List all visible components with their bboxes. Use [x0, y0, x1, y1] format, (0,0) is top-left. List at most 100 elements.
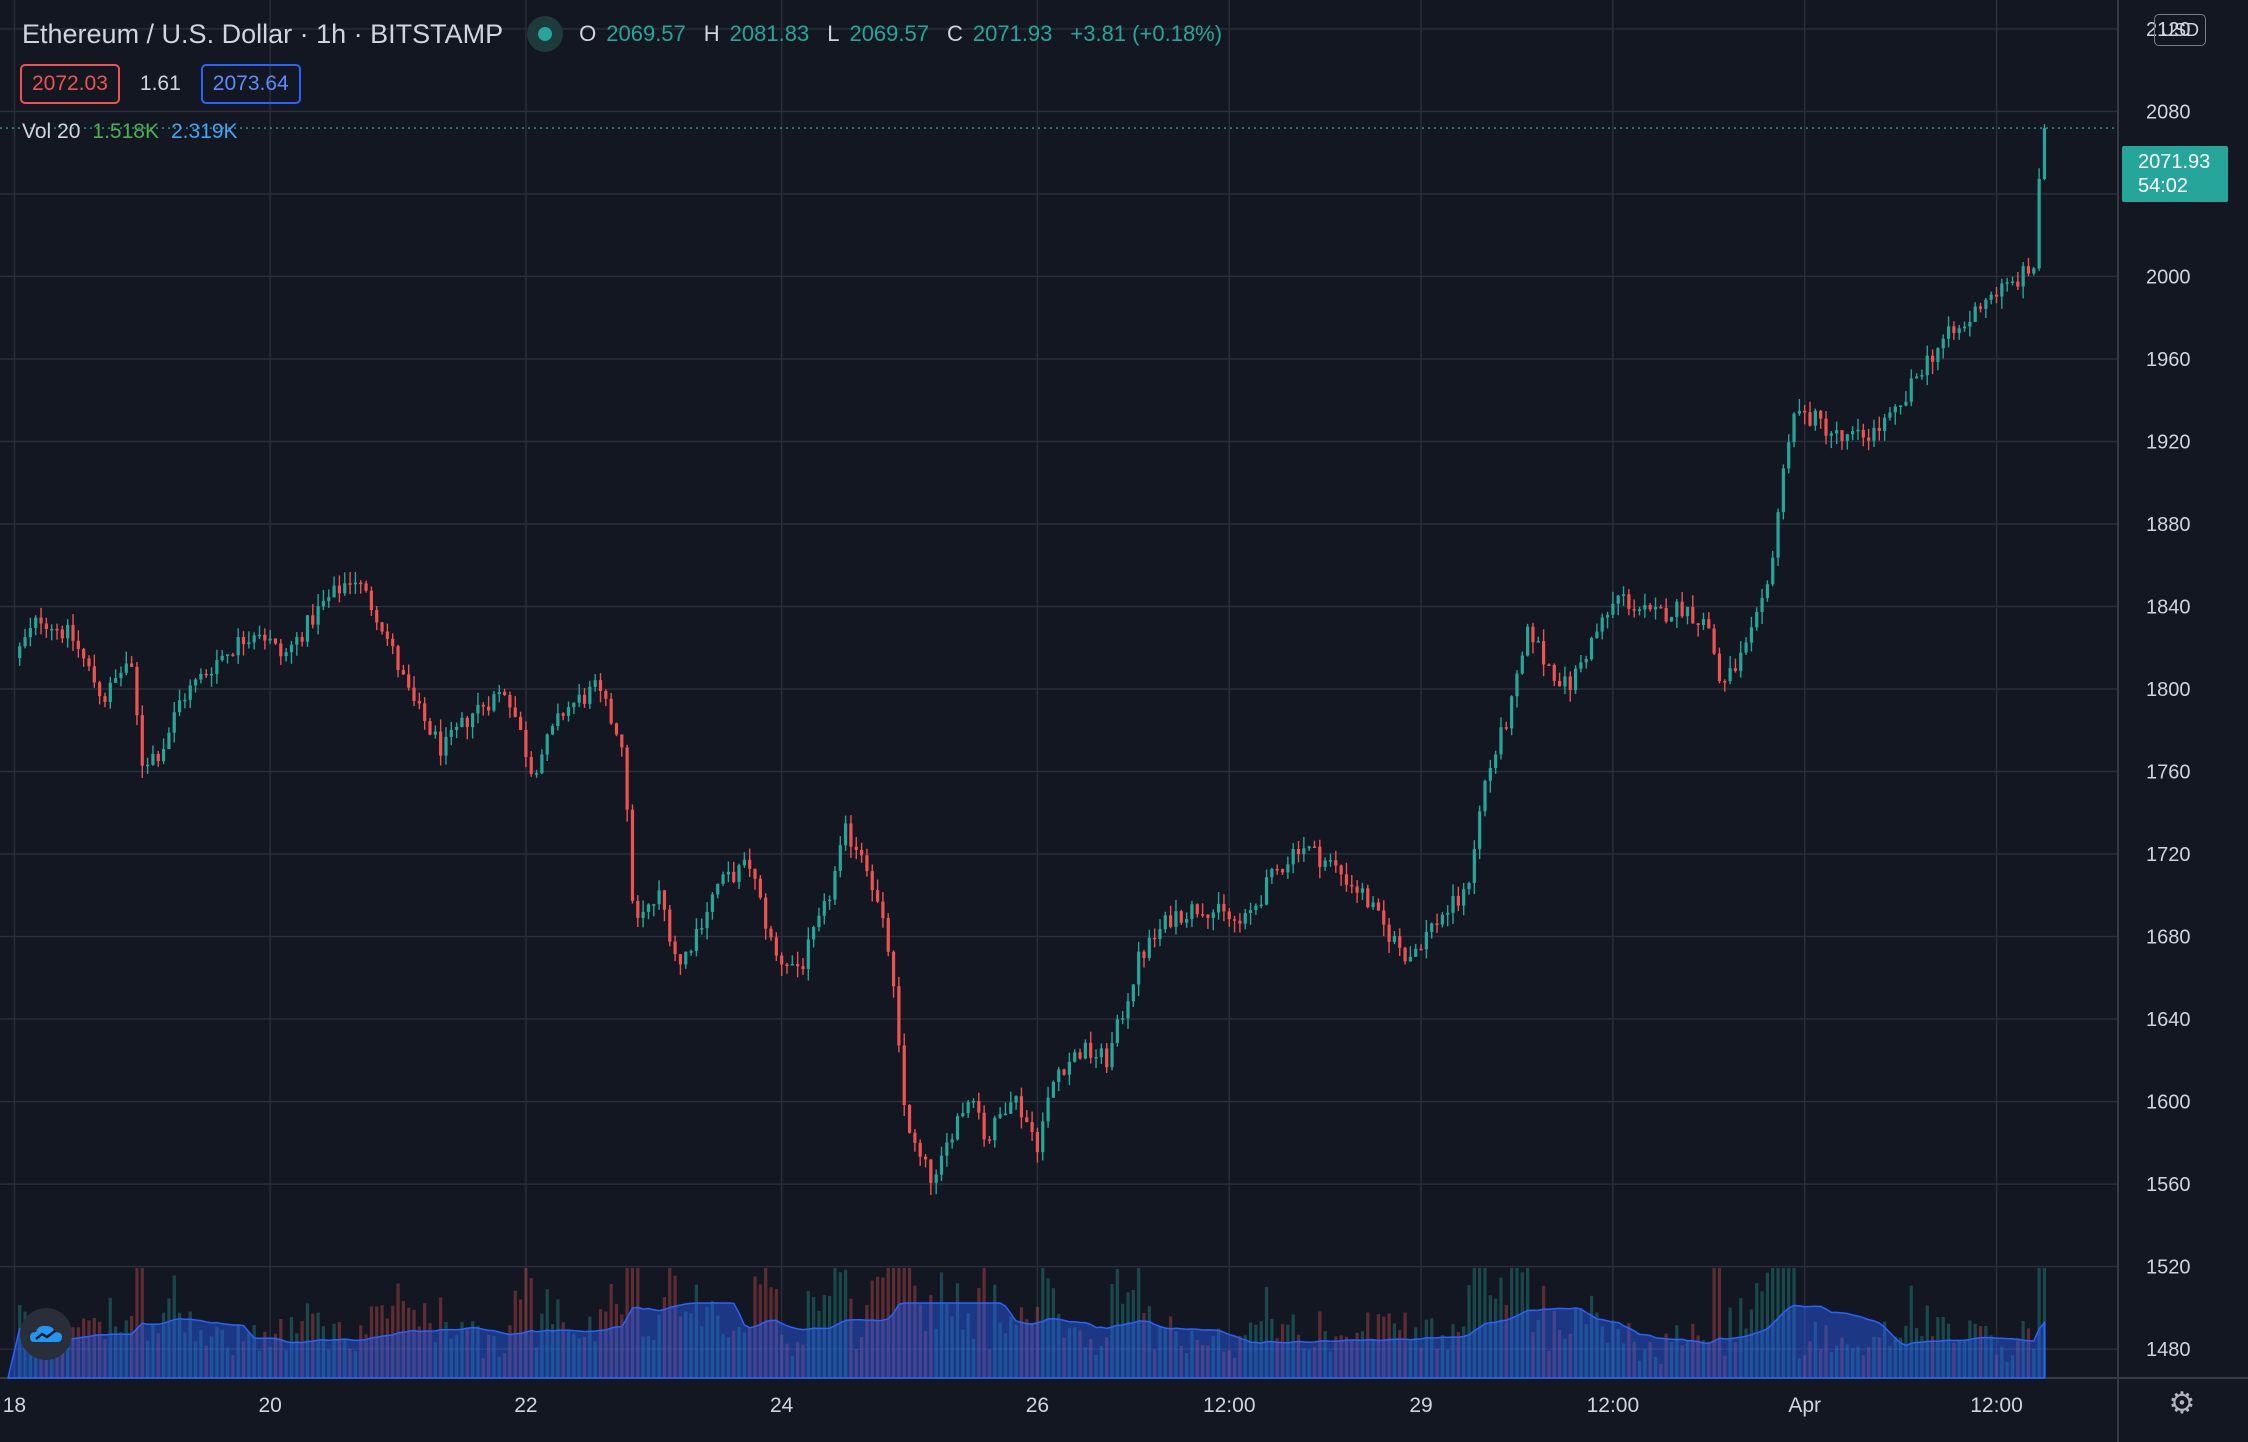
volume-bar	[1984, 1326, 1988, 1378]
gear-icon[interactable]: ⚙	[2168, 1387, 2196, 1420]
volume-bar	[732, 1330, 736, 1378]
candle-body	[76, 640, 80, 650]
candle-body	[172, 712, 176, 733]
volume-bar	[1914, 1328, 1919, 1378]
volume-bar	[497, 1356, 501, 1378]
candle-body	[1914, 376, 1919, 379]
volume-bar	[1845, 1344, 1849, 1378]
candle-body	[1835, 430, 1839, 434]
candle-body	[1621, 594, 1626, 596]
price-tick-label: 1960	[2146, 349, 2191, 371]
volume-bar	[1163, 1327, 1167, 1378]
volume-bar	[625, 1268, 629, 1378]
volume-bar	[636, 1268, 640, 1378]
volume-bar	[609, 1283, 613, 1378]
volume-bar	[1893, 1336, 1897, 1378]
candle-body	[758, 878, 762, 898]
volume-bar	[923, 1331, 928, 1378]
buy-button[interactable]: 2073.64	[200, 64, 301, 104]
volume-bar	[902, 1268, 906, 1378]
volume-bar	[534, 1347, 539, 1378]
volume-bar	[961, 1329, 965, 1378]
volume-bar	[1723, 1355, 1727, 1378]
candle-body	[545, 734, 549, 755]
volume-bar	[854, 1348, 858, 1378]
candle-body	[1318, 846, 1322, 867]
candle-body	[1419, 948, 1423, 951]
volume-bar	[630, 1268, 635, 1378]
candle-body	[764, 897, 768, 929]
candle-body	[433, 731, 437, 735]
candle-body	[939, 1155, 944, 1175]
volume-bar	[753, 1276, 757, 1378]
change-value: +3.81 (+0.18%)	[1070, 21, 1223, 46]
candle-body	[1515, 673, 1519, 697]
volume-bar	[407, 1307, 411, 1378]
volume-bar	[1083, 1347, 1087, 1378]
candle-body	[316, 606, 320, 625]
candle-body	[1089, 1042, 1093, 1058]
volume-bar	[1334, 1336, 1338, 1378]
volume-bar	[1302, 1348, 1306, 1378]
volume-bar	[1280, 1324, 1285, 1378]
candle-body	[39, 617, 43, 624]
candle-body	[225, 654, 230, 656]
volume-bar	[907, 1268, 912, 1378]
volume-bar	[1248, 1322, 1253, 1378]
candle-body	[534, 773, 539, 775]
volume-bar	[188, 1311, 192, 1378]
sell-button[interactable]: 2072.03	[20, 64, 120, 104]
volume-bar	[1392, 1323, 1397, 1378]
volume-bar	[1611, 1320, 1615, 1378]
candle-body	[1707, 619, 1711, 629]
volume-bar	[918, 1304, 922, 1378]
candle-body	[1339, 865, 1343, 875]
candle-body	[1851, 431, 1855, 435]
candle-body	[1323, 860, 1327, 867]
volume-bar	[1653, 1356, 1658, 1378]
candle-body	[82, 649, 86, 659]
volume-bar	[1717, 1268, 1722, 1378]
currency-button[interactable]: USD	[2154, 14, 2206, 46]
volume-bar	[566, 1329, 571, 1378]
candle-body	[1728, 668, 1732, 682]
volume-bar	[833, 1268, 837, 1378]
tradingview-cloud-icon[interactable]	[20, 1308, 72, 1360]
candle-body	[1899, 405, 1903, 408]
candle-body	[1478, 811, 1482, 850]
candle-body	[284, 652, 288, 657]
volume-bar	[135, 1268, 139, 1378]
candle-body	[897, 986, 901, 1046]
candle-body	[662, 890, 667, 910]
volume-bar	[524, 1268, 528, 1378]
volume-bar	[1872, 1336, 1876, 1378]
volume-bar	[1669, 1342, 1674, 1378]
volume-bar	[1526, 1268, 1530, 1378]
volume-bar	[60, 1336, 64, 1378]
volume-bar	[1579, 1308, 1583, 1378]
volume-bar	[1408, 1339, 1413, 1378]
candle-body	[1600, 617, 1604, 632]
volume-bar	[769, 1287, 773, 1378]
candle-body	[1941, 338, 1945, 349]
volume-bar	[130, 1316, 134, 1378]
symbol-title[interactable]: Ethereum / U.S. Dollar · 1h · BITSTAMP	[22, 18, 504, 49]
candle-body	[1872, 427, 1876, 441]
volume-value: 1.518K	[92, 120, 159, 143]
candle-body	[806, 939, 810, 970]
candle-body	[114, 678, 118, 683]
volume-bar	[1547, 1350, 1551, 1378]
volume-bar	[1829, 1351, 1833, 1378]
volume-bar	[1877, 1337, 1881, 1378]
volume-bar	[263, 1331, 267, 1378]
candle-body	[1712, 628, 1716, 654]
candle-body	[300, 637, 304, 642]
candle-body	[1430, 923, 1434, 932]
candle-body	[423, 703, 427, 722]
candle-body	[550, 726, 555, 735]
candle-body	[18, 646, 22, 659]
candle-body	[1387, 924, 1391, 942]
volume-legend[interactable]: Vol 20 1.518K 2.319K	[22, 120, 238, 144]
candle-body	[2000, 283, 2004, 297]
